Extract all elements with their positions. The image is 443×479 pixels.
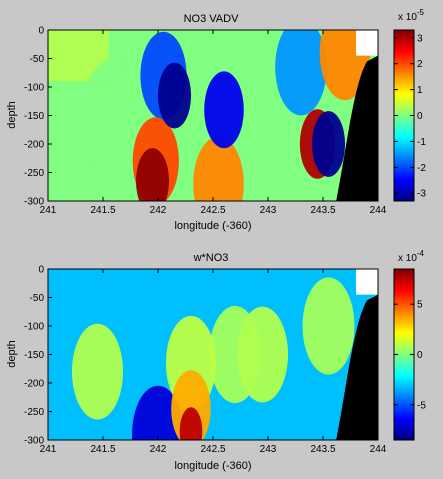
heatmap-high-cell — [80, 59, 148, 184]
y-tick-label: -150 — [24, 350, 44, 361]
heatmap-field — [48, 30, 378, 201]
heatmap-high-cell — [302, 277, 355, 375]
y-tick-label: -50 — [30, 293, 45, 304]
heatmap-high-cell — [179, 407, 203, 440]
coastline-landmask — [336, 269, 378, 440]
x-tick-label: 244 — [370, 205, 387, 216]
y-tick-label: 0 — [38, 265, 44, 276]
heatmap-high-cell — [236, 306, 289, 403]
panel-title: NO3 VADV — [184, 13, 239, 25]
colorbar-tick-label: 5 — [417, 300, 423, 311]
heatmap-low-cell — [132, 385, 184, 440]
y-tick-label: -300 — [24, 197, 44, 208]
y-tick-label: -200 — [24, 140, 44, 151]
colorbar-ticks: 3 2 1 0 -1 -2 -3 — [394, 33, 426, 200]
y-tick-label: -50 — [30, 54, 45, 65]
colorbar-scale-base: x 10 — [398, 253, 417, 264]
y-tick-label: -300 — [24, 436, 44, 447]
panel-title: w*NO3 — [193, 252, 229, 264]
heatmap-low-cell — [311, 111, 346, 177]
colorbar-tick-label: -3 — [417, 189, 426, 200]
colorbar-tick-label: -1 — [417, 137, 426, 148]
panel-nitrate-vadv: NO3 VADV 241 241.5 242 242.5 243 243.5 244 0 -5… — [6, 8, 426, 232]
heatmap-low-cell — [204, 71, 244, 149]
colorbar-tick-label: 3 — [417, 33, 423, 44]
colorbar-scale-exponent: -4 — [417, 249, 425, 258]
colorbar-scale-base: x 10 — [398, 12, 417, 23]
y-axis-label: depth — [6, 101, 18, 129]
x-tick-label: 242.5 — [200, 444, 225, 455]
no-data-area — [356, 30, 378, 56]
x-tick-label: 242 — [150, 205, 167, 216]
y-tick-label: -250 — [24, 407, 44, 418]
colorbar-ticks: 5 0 -5 — [394, 300, 426, 411]
colorbar-scale-label: x 10-4 — [398, 249, 425, 264]
coastline-landmask — [336, 30, 378, 201]
heatmap-high-cell — [193, 136, 244, 201]
y-axis-label: depth — [6, 340, 18, 368]
x-axis-label: longitude (-360) — [174, 460, 251, 472]
x-axis-ticks: 241 241.5 242 242.5 243 243.5 244 — [40, 30, 387, 216]
x-axis-ticks: 241 241.5 242 242.5 243 243.5 244 — [40, 269, 387, 455]
colorbar-tick-label: 0 — [417, 111, 423, 122]
y-tick-label: 0 — [38, 26, 44, 37]
y-tick-label: -250 — [24, 168, 44, 179]
y-tick-label: -100 — [24, 83, 44, 94]
x-tick-label: 243.5 — [310, 205, 335, 216]
x-tick-label: 241 — [40, 444, 57, 455]
y-tick-label: -200 — [24, 379, 44, 390]
y-axis-ticks: 0 -50 -100 -150 -200 -250 -300 — [24, 265, 378, 447]
x-tick-label: 244 — [370, 444, 387, 455]
colorbar-tick-label: 0 — [417, 350, 423, 361]
x-tick-label: 241 — [40, 205, 57, 216]
y-tick-label: -100 — [24, 322, 44, 333]
heatmap-high-cell — [71, 323, 124, 420]
colorbar-scale-exponent: -5 — [417, 8, 425, 17]
x-tick-label: 243 — [260, 205, 277, 216]
x-axis-label: longitude (-360) — [174, 220, 251, 232]
no-data-area — [356, 269, 378, 295]
colorbar-tick-label: 1 — [417, 85, 423, 96]
x-tick-label: 241.5 — [90, 444, 115, 455]
y-tick-label: -150 — [24, 111, 44, 122]
x-tick-label: 243 — [260, 444, 277, 455]
colorbar-scale-label: x 10-5 — [398, 8, 425, 23]
x-tick-label: 243.5 — [310, 444, 335, 455]
heatmap-field — [48, 269, 378, 440]
land-mass — [336, 294, 378, 440]
colorbar-tick-label: -2 — [417, 163, 426, 174]
colorbar-tick-label: -5 — [417, 400, 426, 411]
land-mass — [336, 55, 378, 201]
y-axis-ticks: 0 -50 -100 -150 -200 -250 -300 — [24, 26, 378, 208]
panel-vertical-flux: w*NO3 241 241.5 242 242.5 243 243.5 244 0-50-1… — [6, 249, 426, 472]
x-tick-label: 241.5 — [90, 205, 115, 216]
heatmap-high-cell — [135, 148, 170, 201]
heatmap-low-cell — [275, 30, 327, 116]
colorbar-tick-label: 2 — [417, 59, 423, 70]
heatmap-low-cell — [157, 62, 192, 129]
x-tick-label: 242 — [150, 444, 167, 455]
x-tick-label: 242.5 — [200, 205, 225, 216]
